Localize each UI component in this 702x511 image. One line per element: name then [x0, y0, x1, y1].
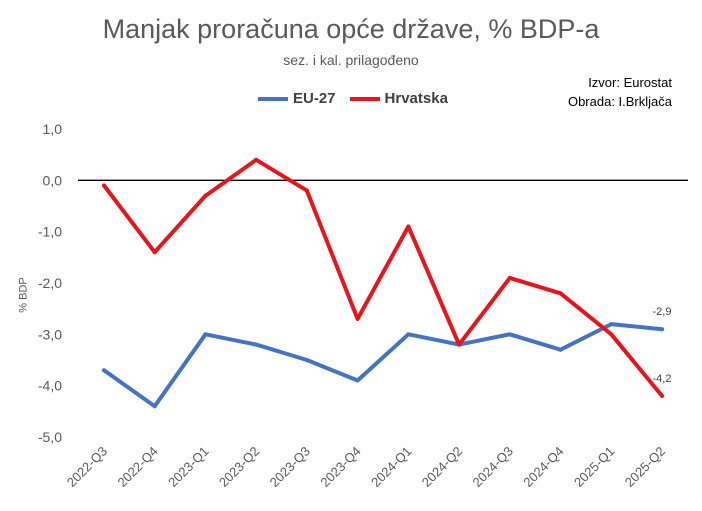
- y-tick-label: 1,0: [43, 121, 63, 137]
- legend: EU-27 Hrvatska: [258, 90, 462, 107]
- x-tick-label: 2023-Q1: [165, 444, 211, 490]
- legend-label-hrvatska: Hrvatska: [384, 90, 448, 107]
- data-point: [558, 291, 563, 296]
- y-tick-label: -5,0: [38, 429, 62, 445]
- data-point: [660, 393, 664, 398]
- legend-swatch-hrvatska: [349, 96, 380, 101]
- data-point: [152, 250, 157, 255]
- legend-swatch-eu27: [258, 96, 288, 101]
- data-label: -4,2: [653, 373, 672, 385]
- legend-item-hrvatska: Hrvatska: [349, 90, 448, 107]
- source-line-2: Obrada: I.Brkljača: [567, 94, 672, 109]
- data-point: [660, 327, 664, 332]
- data-point: [102, 183, 106, 188]
- legend-label-eu27: EU-27: [293, 90, 336, 107]
- data-point: [102, 368, 106, 373]
- data-point: [507, 332, 512, 337]
- y-tick-label: 0,0: [43, 172, 63, 188]
- data-point: [203, 332, 208, 337]
- data-point: [304, 188, 309, 193]
- x-tick-label: 2023-Q3: [267, 444, 313, 490]
- y-tick-label: -4,0: [38, 378, 62, 394]
- x-tick-label: 2024-Q2: [419, 444, 465, 490]
- x-tick-label: 2022-Q4: [114, 444, 160, 490]
- x-tick-label: 2023-Q2: [216, 444, 262, 490]
- data-point: [355, 378, 360, 383]
- data-point: [254, 342, 259, 347]
- chart-title: Manjak proračuna opće države, % BDP-a: [102, 14, 600, 44]
- source-note: Izvor: Eurostat Obrada: I.Brkljača: [568, 73, 672, 111]
- series-line-eu27: [102, 322, 664, 409]
- x-tick-label: 2022-Q3: [64, 444, 110, 490]
- data-point: [406, 332, 411, 337]
- y-tick-label: -1,0: [38, 224, 62, 240]
- data-point: [406, 224, 411, 229]
- series-line-hrvatska: [102, 157, 664, 398]
- data-point: [558, 347, 563, 352]
- data-point: [254, 157, 259, 162]
- x-tick-label: 2024-Q1: [368, 444, 414, 490]
- data-point: [609, 332, 614, 337]
- data-point: [152, 404, 157, 409]
- data-point: [457, 342, 462, 347]
- data-point: [507, 275, 512, 280]
- y-tick-label: -2,0: [38, 275, 62, 291]
- x-tick-label: 2025-Q1: [571, 444, 617, 490]
- x-tick-label: 2025-Q2: [622, 444, 668, 490]
- data-point: [203, 193, 208, 198]
- chart-subtitle: sez. i kal. prilagođeno: [283, 52, 419, 68]
- data-point: [355, 316, 360, 321]
- y-tick-label: -3,0: [38, 326, 62, 342]
- source-line-1: Izvor: Eurostat: [588, 75, 672, 90]
- data-point: [609, 322, 614, 327]
- data-point: [304, 358, 309, 362]
- data-label: -2,9: [653, 306, 672, 318]
- legend-item-eu27: EU-27: [258, 90, 336, 107]
- x-tick-label: 2024-Q4: [520, 444, 566, 490]
- x-tick-label: 2024-Q3: [470, 444, 516, 490]
- x-tick-label: 2023-Q4: [317, 444, 363, 490]
